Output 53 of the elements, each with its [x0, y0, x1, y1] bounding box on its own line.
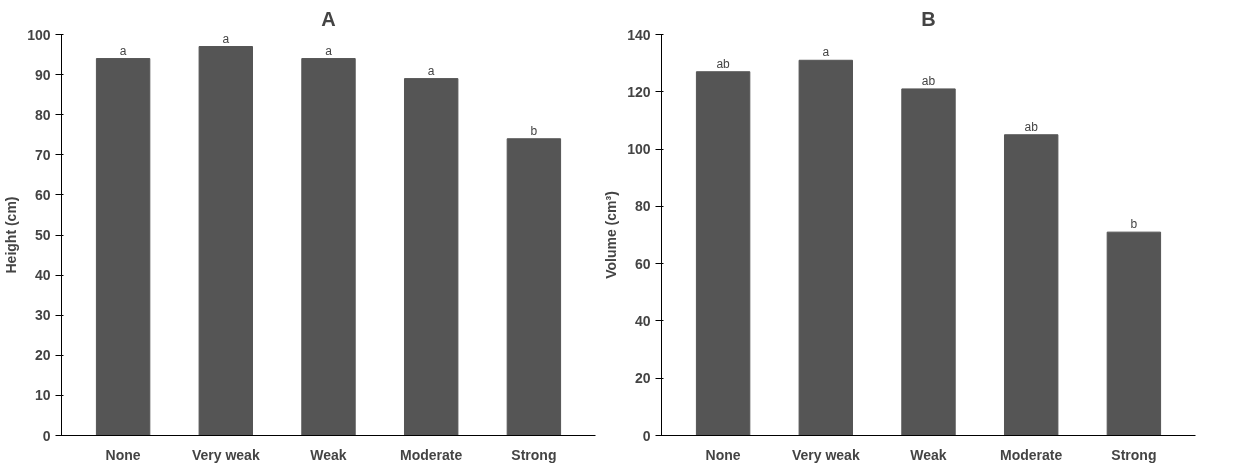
bar [1106, 231, 1162, 436]
bar [1003, 134, 1059, 436]
x-tick-label: Moderate [1000, 446, 1063, 463]
chart-title: B [921, 7, 936, 30]
x-tick-label: None [105, 446, 141, 463]
x-tick-label: Weak [910, 446, 947, 463]
annotation: a [119, 43, 127, 58]
x-tick-label: Moderate [400, 446, 463, 463]
y-tick-label: 20 [34, 347, 51, 364]
annotation: a [822, 45, 830, 60]
annotation: a [325, 43, 333, 58]
y-tick-label: 60 [634, 255, 651, 272]
y-tick-label: 40 [634, 312, 651, 329]
y-tick-label: 50 [34, 227, 51, 243]
y-tick-label: 30 [34, 307, 51, 324]
bar [506, 138, 562, 436]
y-tick-label: 80 [34, 106, 51, 123]
bar [695, 71, 751, 436]
x-tick-label: None [705, 446, 741, 463]
y-axis-title: Height (cm) [3, 196, 20, 274]
annotation: ab [921, 73, 936, 88]
y-tick-label: 140 [627, 26, 651, 43]
y-axis-title: Volume (cm³) [603, 191, 620, 279]
x-tick-label: Very weak [791, 446, 860, 463]
annotation: b [530, 123, 538, 138]
y-tick-label: 100 [27, 26, 51, 43]
y-tick-label: 40 [34, 267, 51, 284]
y-tick-label: 20 [634, 370, 651, 387]
bar [798, 59, 854, 436]
bar [198, 46, 254, 436]
y-tick-label: 10 [34, 387, 51, 404]
x-tick-label: Very weak [191, 446, 260, 463]
x-tick-label: Strong [511, 446, 557, 463]
bar [403, 78, 459, 436]
annotation: a [427, 63, 435, 78]
annotation: ab [716, 56, 731, 71]
y-tick-label: 70 [34, 146, 51, 163]
y-tick-label: 0 [42, 427, 51, 444]
x-tick-label: Strong [1111, 446, 1157, 463]
bar [95, 58, 151, 436]
y-tick-label: 100 [627, 141, 651, 158]
y-tick-label: 90 [34, 66, 51, 83]
annotation: a [222, 31, 230, 46]
annotation: ab [1024, 119, 1039, 134]
bar [901, 88, 956, 436]
y-tick-label: 0 [642, 427, 651, 444]
y-tick-label: 60 [34, 186, 51, 203]
bar [301, 58, 356, 436]
y-tick-label: 120 [627, 83, 651, 100]
x-tick-label: Weak [310, 446, 347, 463]
y-tick-label: 80 [634, 198, 651, 215]
annotation: b [1130, 217, 1138, 232]
chart-title: A [321, 7, 336, 30]
